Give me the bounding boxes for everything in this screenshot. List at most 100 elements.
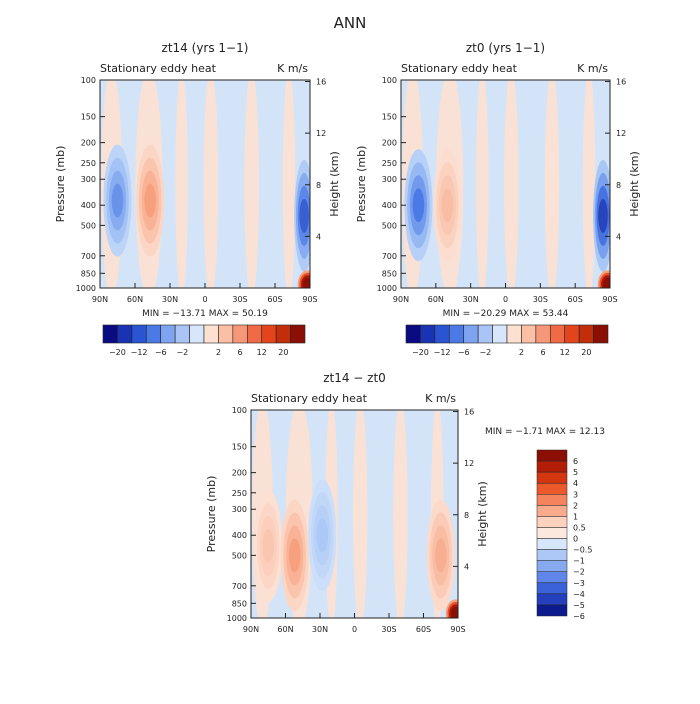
contour-band (544, 80, 560, 288)
colorbar-label: −2 (176, 348, 188, 357)
x-tick-label: 90N (393, 295, 409, 304)
colorbar-swatch (536, 471, 568, 484)
colorbar-label: −2 (479, 348, 491, 357)
x-tick-label: 30N (463, 295, 479, 304)
y-right-axis-label: Height (km) (628, 151, 641, 217)
colorbar-swatch (536, 460, 568, 473)
colorbar-swatch (578, 324, 594, 344)
x-tick-label: 30N (312, 625, 328, 634)
figure-title: ANN (334, 14, 367, 32)
y-right-tick-label: 16 (316, 78, 326, 87)
colorbar-label: 0 (573, 535, 578, 544)
x-tick-label: 30S (232, 295, 247, 304)
y-tick-label: 250 (382, 159, 397, 168)
y-axis-label: Pressure (mb) (205, 476, 218, 553)
colorbar-swatch (160, 324, 176, 344)
colorbar-label: 0.5 (573, 523, 586, 532)
y-right-tick-label: 16 (464, 408, 474, 417)
colorbar-swatch (536, 527, 568, 539)
x-tick-label: 0 (503, 295, 508, 304)
negative-contour (316, 518, 329, 553)
colorbar-swatch (536, 604, 568, 617)
colorbar-label: 12 (560, 348, 570, 357)
positive-contour (288, 538, 301, 573)
y-tick-label: 850 (81, 269, 96, 278)
panel-subtitle-right: K m/s (425, 392, 456, 405)
colorbar-swatch (536, 494, 568, 506)
y-right-tick-label: 8 (616, 181, 621, 190)
y-tick-label: 400 (81, 201, 96, 210)
negative-contour (598, 198, 608, 233)
panel-2: zt0 (yrs 1−1) Stationary eddy heat K m/s 90… (355, 41, 641, 357)
colorbar-swatch (290, 324, 306, 344)
contour-band (244, 80, 260, 288)
y-tick-label: 700 (232, 582, 247, 591)
y-tick-label: 700 (81, 252, 96, 261)
x-tick-label: 60S (568, 295, 583, 304)
colorbar-swatch (536, 549, 568, 561)
min-max-stats: MIN = −1.71 MAX = 12.13 (485, 427, 605, 437)
y-tick-label: 250 (232, 489, 247, 498)
colorbar-swatch (420, 324, 436, 344)
y-tick-label: 500 (232, 551, 247, 560)
colorbar-swatch (536, 582, 568, 595)
x-tick-label: 90N (92, 295, 108, 304)
colorbar-swatch (189, 324, 205, 344)
contour-band (393, 410, 408, 618)
colorbar-swatch (506, 324, 522, 344)
panel-title: zt14 − zt0 (323, 371, 386, 385)
colorbar-label: −5 (573, 601, 585, 610)
y-tick-label: 100 (232, 406, 247, 415)
x-tick-label: 90S (302, 295, 317, 304)
y-right-tick-label: 4 (316, 232, 321, 241)
colorbar-label: −3 (573, 579, 585, 588)
colorbar-label: 12 (257, 348, 267, 357)
colorbar-label: −6 (458, 348, 470, 357)
colorbar-label: −12 (131, 348, 148, 357)
y-tick-label: 500 (382, 221, 397, 230)
x-tick-label: 60N (127, 295, 143, 304)
y-axis-label: Pressure (mb) (54, 146, 67, 223)
y-tick-label: 150 (81, 113, 96, 122)
colorbar-swatch (448, 324, 465, 344)
panel-subtitle-right: K m/s (577, 62, 608, 75)
y-tick-label: 100 (81, 76, 96, 85)
y-tick-label: 1000 (377, 284, 397, 293)
y-right-tick-label: 8 (316, 181, 321, 190)
colorbar-swatch (117, 324, 133, 344)
y-tick-label: 700 (382, 252, 397, 261)
y-right-tick-label: 4 (616, 232, 621, 241)
x-tick-label: 30N (162, 295, 178, 304)
colorbar-swatch (536, 516, 568, 528)
colorbar-label: 2 (216, 348, 221, 357)
y-right-tick-label: 12 (616, 129, 626, 138)
contour-band (582, 80, 596, 288)
y-tick-label: 200 (382, 139, 397, 148)
colorbar-label: 6 (238, 348, 243, 357)
y-tick-label: 300 (382, 175, 397, 184)
x-tick-label: 30S (381, 625, 396, 634)
colorbar-swatch (246, 324, 263, 344)
x-tick-label: 60N (277, 625, 293, 634)
colorbar-swatch (102, 324, 118, 344)
y-tick-label: 1000 (76, 284, 96, 293)
contour-band (503, 80, 519, 288)
colorbar-label: −6 (573, 612, 585, 621)
y-tick-label: 300 (81, 175, 96, 184)
colorbar-swatch (521, 324, 537, 344)
x-tick-label: 0 (202, 295, 207, 304)
min-max-stats: MIN = −13.71 MAX = 50.19 (142, 309, 268, 319)
y-right-tick-label: 8 (464, 511, 469, 520)
panel-subtitle-left: Stationary eddy heat (251, 392, 368, 405)
y-axis-label: Pressure (mb) (355, 146, 368, 223)
colorbar-label: −20 (412, 348, 429, 357)
colorbar-label: 1 (573, 512, 578, 521)
colorbar-label: 2 (519, 348, 524, 357)
y-tick-label: 200 (81, 139, 96, 148)
colorbar-swatch (536, 593, 568, 606)
contour-band (353, 410, 368, 618)
contour-band (476, 80, 489, 288)
